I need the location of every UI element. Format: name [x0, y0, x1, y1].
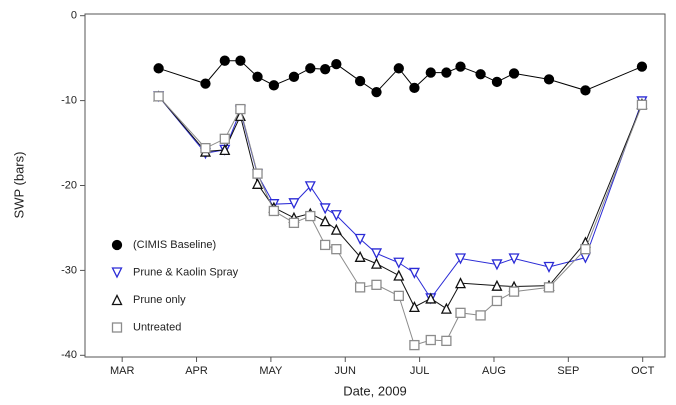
data-point — [354, 233, 366, 245]
data-point — [440, 302, 452, 314]
data-point — [543, 282, 555, 293]
data-point — [393, 63, 404, 74]
data-point — [235, 103, 246, 115]
x-tick-label: MAY — [259, 365, 283, 377]
x-tick-label: MAR — [110, 365, 135, 377]
data-point — [252, 71, 263, 82]
data-point — [580, 244, 591, 255]
data-point — [454, 277, 467, 289]
data-point — [235, 55, 246, 66]
data-point — [288, 217, 300, 229]
data-point — [319, 215, 331, 227]
x-tick-label: OCT — [631, 365, 655, 377]
data-point — [393, 257, 405, 269]
data-point — [543, 74, 555, 85]
data-point — [219, 143, 231, 155]
data-point — [393, 290, 404, 302]
x-axis-title: Date, 2009 — [343, 383, 407, 398]
data-point — [455, 307, 466, 319]
data-point — [320, 239, 331, 251]
legend-marker — [111, 239, 123, 251]
data-point — [409, 339, 420, 351]
data-point — [491, 279, 503, 291]
data-point — [393, 269, 405, 281]
data-point — [508, 68, 520, 79]
data-point — [475, 310, 486, 321]
data-point — [331, 244, 342, 255]
data-point — [288, 198, 300, 210]
data-point — [200, 78, 211, 89]
data-point — [454, 253, 467, 265]
data-point — [408, 267, 420, 279]
legend-label: Prune only — [133, 294, 186, 306]
series-line — [158, 96, 643, 310]
y-tick-label: -20 — [61, 179, 77, 191]
data-point — [354, 282, 366, 293]
legend-marker — [111, 267, 123, 279]
data-point — [491, 76, 503, 88]
y-tick-label: 0 — [71, 10, 77, 22]
data-point — [491, 259, 503, 271]
data-point — [579, 252, 591, 264]
data-point — [305, 63, 316, 74]
data-point — [304, 181, 316, 193]
legend-label: Prune & Kaolin Spray — [133, 266, 239, 278]
data-point — [580, 85, 591, 96]
data-point — [153, 63, 164, 74]
y-tick-label: -10 — [61, 95, 77, 107]
data-point — [370, 257, 383, 269]
x-tick-label: APR — [185, 365, 208, 377]
data-point — [441, 335, 452, 347]
data-point — [441, 67, 452, 78]
y-tick-label: -40 — [61, 349, 77, 361]
legend-marker — [111, 322, 123, 333]
data-point — [371, 279, 382, 290]
x-tick-label: JUL — [410, 365, 430, 377]
x-tick-label: AUG — [482, 365, 506, 377]
y-axis-title: SWP (bars) — [11, 152, 26, 219]
data-point — [455, 61, 466, 72]
data-point — [491, 295, 503, 307]
data-point — [370, 248, 383, 260]
data-point — [425, 67, 436, 78]
data-point — [320, 64, 331, 75]
legend-label: (CIMIS Baseline) — [133, 239, 216, 251]
data-point — [330, 223, 342, 235]
data-point — [425, 334, 436, 346]
data-point — [252, 168, 263, 179]
x-tick-label: JUN — [335, 365, 356, 377]
data-point — [200, 142, 211, 154]
x-tick-label: SEP — [557, 365, 579, 377]
data-point — [354, 75, 366, 87]
data-point — [330, 210, 342, 222]
data-point — [331, 58, 342, 70]
data-point — [409, 82, 420, 94]
data-point — [219, 133, 230, 144]
data-point — [636, 61, 648, 72]
data-point — [268, 80, 280, 91]
data-point — [288, 71, 300, 82]
data-point — [251, 177, 264, 189]
data-point — [354, 250, 366, 262]
data-point — [268, 205, 280, 217]
legend-marker — [111, 294, 123, 306]
data-point — [219, 55, 230, 66]
data-point — [508, 253, 520, 265]
data-point — [475, 69, 486, 80]
data-point — [371, 86, 382, 98]
data-point — [425, 292, 437, 304]
data-point — [319, 203, 331, 215]
data-point — [636, 99, 648, 110]
data-point — [305, 210, 316, 222]
data-point — [508, 286, 520, 297]
data-point — [153, 91, 164, 102]
data-point — [543, 261, 555, 273]
y-tick-label: -30 — [61, 264, 77, 276]
legend-label: Untreated — [133, 321, 181, 333]
data-point — [408, 300, 420, 313]
